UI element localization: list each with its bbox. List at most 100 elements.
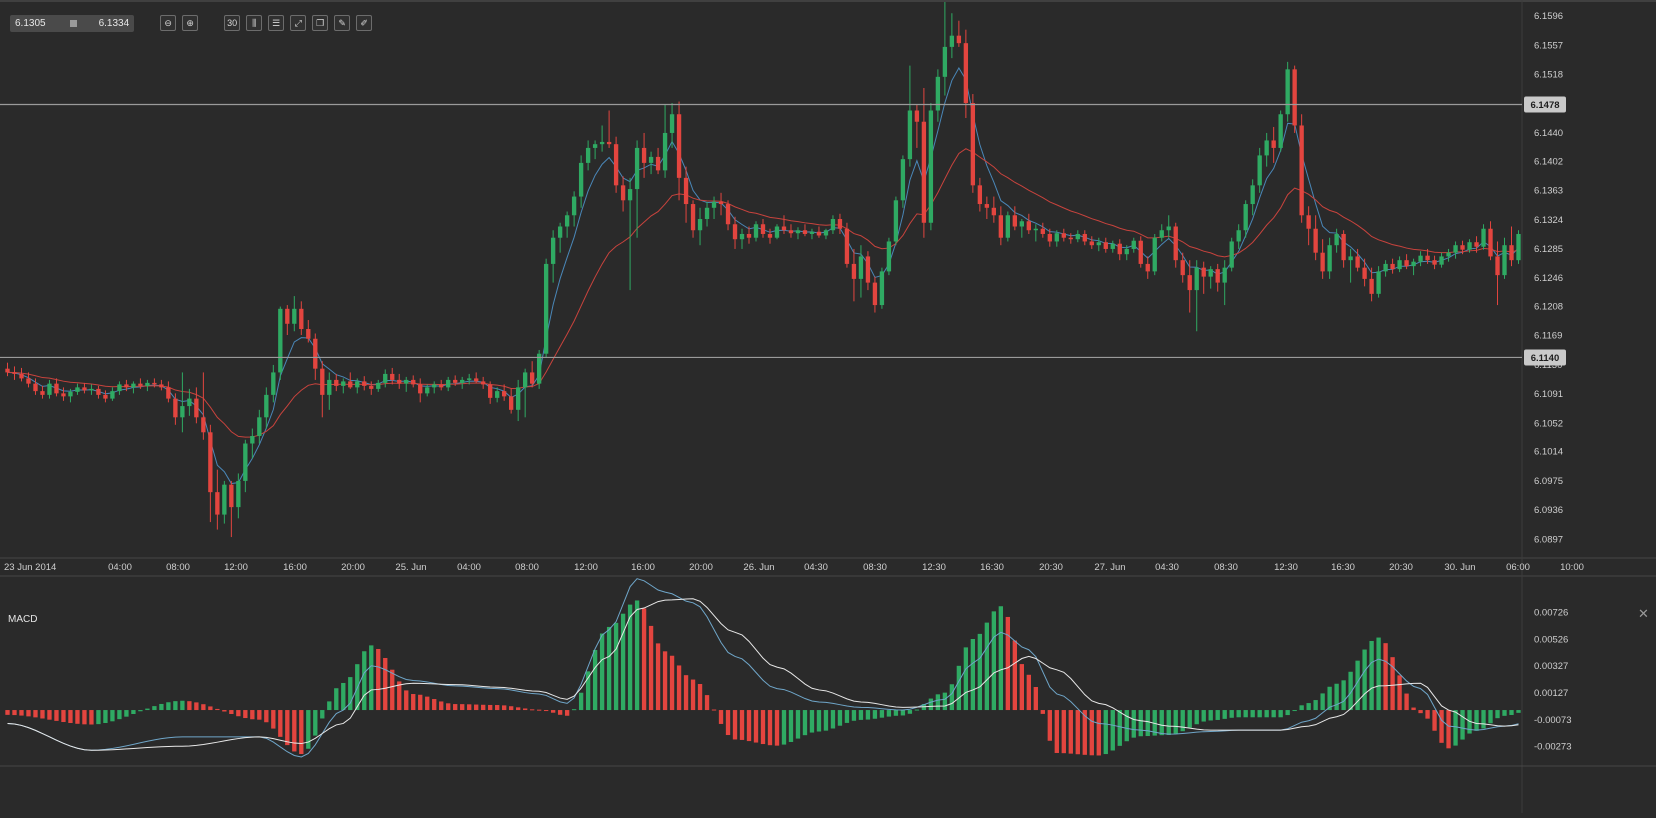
candle-type-icon[interactable]: ⫼ (246, 15, 263, 31)
candle-body (781, 226, 787, 231)
macd-histogram-bar (306, 710, 311, 749)
macd-histogram-bar (1201, 710, 1206, 722)
candle-body (641, 147, 647, 163)
candle-body (19, 373, 24, 379)
macd-histogram-bar (75, 710, 80, 724)
candle-body (439, 384, 444, 388)
macd-histogram-bar (271, 710, 276, 729)
candle-body (1453, 245, 1458, 253)
candle-body (1376, 271, 1381, 294)
candle-body (529, 372, 535, 384)
candle-body (935, 76, 941, 111)
candle-body (921, 121, 927, 223)
close-panel-icon[interactable]: ✕ (1638, 606, 1649, 621)
macd-histogram-bar (956, 665, 962, 711)
macd-histogram-bar (732, 710, 738, 740)
macd-histogram-bar (662, 651, 668, 711)
expand-icon[interactable]: ⤢ (290, 15, 307, 31)
edit-icon[interactable]: ✎ (334, 15, 351, 31)
candle-body (872, 282, 878, 306)
draw-icon[interactable]: ✐ (356, 15, 373, 31)
candle-body (432, 384, 437, 388)
macd-histogram-bar (411, 694, 416, 711)
x-tick-label: 08:30 (1214, 562, 1238, 573)
quote-box[interactable]: 6.1305 6.1334 (10, 14, 135, 32)
macd-histogram-bar (397, 681, 402, 711)
macd-histogram-bar (599, 633, 605, 711)
y-tick-label: 6.1052 (1534, 418, 1563, 429)
zoom-out-icon[interactable]: ⊖ (160, 15, 177, 31)
macd-histogram-bar (1376, 637, 1381, 711)
candle-body (306, 329, 311, 339)
macd-histogram-bar (334, 688, 339, 711)
candle-body (117, 384, 122, 392)
macd-histogram-bar (369, 645, 374, 711)
candle-body (481, 381, 486, 385)
candle-body (75, 387, 80, 392)
candle-body (1404, 260, 1409, 267)
copy-icon[interactable]: ❐ (312, 15, 329, 31)
macd-histogram-bar (816, 710, 822, 732)
candle-body (515, 387, 521, 410)
candle-body (138, 383, 143, 386)
candle-body (383, 373, 388, 383)
indicators-icon[interactable]: ☰ (268, 15, 285, 31)
zoom-in-icon[interactable]: ⊕ (182, 15, 199, 31)
macd-histogram-bar (1089, 710, 1094, 756)
macd-histogram-bar (467, 704, 472, 711)
candle-body (977, 185, 983, 205)
candle-body (788, 230, 794, 234)
candle-body (634, 147, 640, 190)
macd-histogram-bar (991, 611, 997, 711)
macd-histogram-bar (963, 647, 969, 711)
candle-body (187, 398, 192, 407)
candle-body (732, 224, 738, 240)
macd-histogram-bar (781, 710, 787, 745)
macd-histogram-bar (1362, 649, 1367, 711)
macd-histogram-bar (453, 704, 458, 711)
macd-histogram-bar (1509, 710, 1514, 715)
candle-body (404, 379, 409, 384)
candle-body (1061, 233, 1066, 238)
timeframe-button[interactable]: 30 (224, 15, 241, 31)
macd-histogram-bar (508, 706, 514, 711)
candle-body (1075, 233, 1080, 240)
candle-body (313, 338, 318, 369)
chart-toolbar: 6.1305 6.1334 ⊖ ⊕ 30 ⫼ ☰ ⤢ ❐ ✎ ✐ (10, 14, 373, 32)
macd-histogram-bar (1152, 710, 1157, 736)
candle-body (753, 224, 759, 238)
macd-histogram-bar (837, 710, 843, 726)
candle-body (900, 159, 906, 201)
macd-histogram-bar (1082, 710, 1087, 755)
candle-body (907, 110, 913, 160)
macd-histogram-bar (655, 643, 661, 711)
macd-histogram-bar (341, 682, 346, 711)
x-tick-label: 10:00 (1560, 562, 1584, 573)
y-tick-label: 6.1014 (1534, 447, 1563, 458)
candle-body (508, 396, 514, 410)
candle-body (1481, 228, 1486, 247)
macd-histogram-bar (704, 695, 710, 711)
candle-body (334, 379, 339, 386)
macd-histogram-bar (949, 684, 955, 711)
candle-body (858, 256, 864, 279)
macd-histogram-bar (1404, 693, 1409, 711)
candle-body (369, 385, 374, 389)
macd-histogram-bar (543, 710, 549, 712)
macd-histogram-bar (502, 705, 507, 711)
macd-histogram-bar (33, 710, 38, 718)
candle-body (1208, 269, 1213, 277)
x-tick-label: 20:00 (341, 562, 365, 573)
macd-histogram-bar (1054, 710, 1059, 753)
macd-histogram-bar (432, 699, 437, 711)
candle-body (669, 114, 675, 133)
macd-histogram-bar (1068, 710, 1073, 754)
macd-histogram-bar (166, 702, 171, 711)
candle-body (103, 394, 108, 399)
x-tick-label: 20:30 (1039, 562, 1063, 573)
candle-body (767, 233, 773, 238)
macd-y-tick-label: 0.00327 (1534, 661, 1568, 672)
x-tick-label: 23 Jun 2014 (4, 562, 56, 573)
